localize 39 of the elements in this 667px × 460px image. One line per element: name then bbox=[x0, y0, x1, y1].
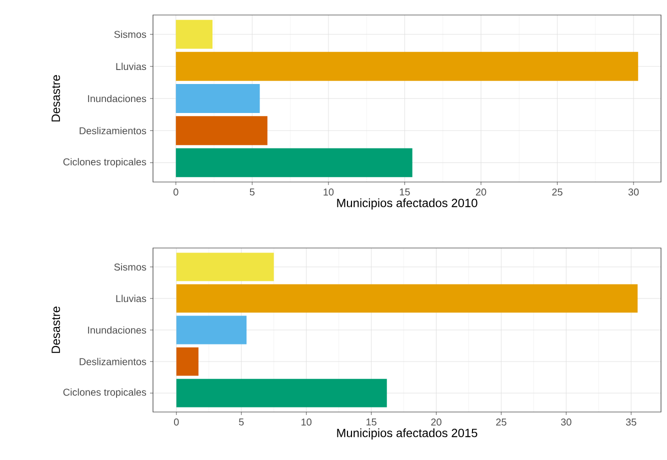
y-tick-label: Ciclones tropicales bbox=[63, 388, 146, 398]
y-tick-label: Deslizamientos bbox=[80, 126, 146, 134]
y-tick-label: Ciclones tropicales bbox=[63, 158, 146, 168]
x-tick-label: 30 bbox=[628, 188, 639, 196]
x-tick-label: 20 bbox=[431, 418, 442, 426]
bar bbox=[176, 316, 247, 344]
bar bbox=[176, 252, 274, 282]
bar bbox=[176, 20, 212, 49]
x-tick-label: 10 bbox=[324, 188, 334, 196]
bar bbox=[176, 84, 260, 113]
y-tick-label: Sismos bbox=[114, 30, 146, 38]
x-tick-label: 35 bbox=[626, 418, 636, 426]
x-tick-label: 15 bbox=[366, 418, 376, 426]
x-tick-label: 30 bbox=[560, 418, 572, 426]
bar bbox=[176, 116, 268, 146]
x-axis-title: Municipios afectados 2010 bbox=[337, 198, 478, 210]
bar bbox=[176, 52, 638, 81]
x-tick-label: 25 bbox=[496, 418, 506, 426]
y-tick-label: Deslizamientos bbox=[80, 358, 146, 366]
y-axis-title: Desastre bbox=[52, 75, 60, 122]
bar bbox=[176, 378, 387, 408]
bar bbox=[176, 284, 638, 313]
x-tick-label: 0 bbox=[174, 418, 179, 426]
x-tick-label: 5 bbox=[250, 188, 255, 196]
y-tick-label: Inundaciones bbox=[88, 94, 146, 102]
x-axis-title: Municipios afectados 2015 bbox=[337, 428, 478, 440]
x-tick-label: 10 bbox=[302, 418, 312, 426]
x-tick-label: 5 bbox=[238, 418, 244, 426]
y-tick-label: Sismos bbox=[114, 263, 146, 271]
x-tick-label: 0 bbox=[174, 188, 178, 196]
y-axis-title: Desastre bbox=[52, 306, 60, 353]
bar bbox=[176, 347, 198, 376]
y-tick-label: Inundaciones bbox=[88, 326, 146, 334]
y-tick-label: Lluvias bbox=[116, 294, 146, 302]
x-tick-label: 15 bbox=[400, 188, 410, 196]
y-tick-label: Lluvias bbox=[116, 62, 146, 70]
bar bbox=[176, 148, 412, 178]
x-tick-label: 25 bbox=[552, 188, 562, 196]
x-tick-label: 20 bbox=[476, 188, 486, 196]
